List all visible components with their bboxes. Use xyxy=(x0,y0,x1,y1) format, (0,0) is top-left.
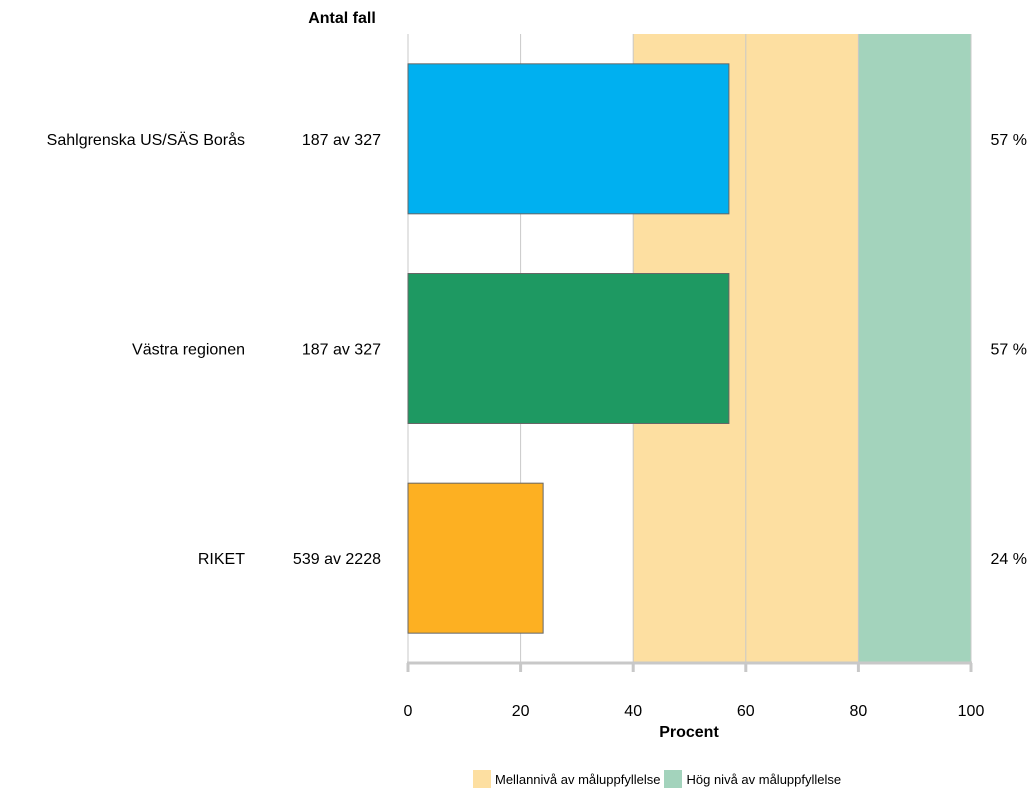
legend-swatch-medium xyxy=(473,770,491,788)
bars xyxy=(407,63,730,634)
category-label-0: Sahlgrenska US/SÄS Borås xyxy=(47,131,245,149)
bar-2 xyxy=(407,482,544,634)
x-tick-label-60: 60 xyxy=(737,703,755,720)
case-count-1: 187 av 327 xyxy=(302,342,381,359)
case-count-2: 539 av 2228 xyxy=(293,551,381,568)
x-tick-label-40: 40 xyxy=(624,703,642,720)
x-axis-title: Procent xyxy=(659,724,719,741)
value-label-0: 57 % xyxy=(991,132,1027,149)
bar-0 xyxy=(407,63,730,215)
legend-swatch-high xyxy=(664,770,683,788)
category-label-2: RIKET xyxy=(198,551,245,568)
x-axis: 0 20 40 60 80 100 xyxy=(404,661,985,720)
legend-label-medium: Mellannivå av måluppfyllelse xyxy=(495,771,661,787)
legend-label-high: Hög nivå av måluppfyllelse xyxy=(686,771,842,787)
labels: Sahlgrenska US/SÄS Borås 187 av 327 57 % Vä… xyxy=(47,131,1027,568)
case-count-0: 187 av 327 xyxy=(302,132,381,149)
bar-1 xyxy=(407,273,730,424)
x-tick-label-100: 100 xyxy=(958,703,985,720)
value-label-2: 24 % xyxy=(991,551,1027,568)
legend-item-medium: Mellannivå av måluppfyllelse xyxy=(473,770,660,788)
category-label-1: Västra regionen xyxy=(132,342,245,359)
target-band-1 xyxy=(858,34,971,663)
value-label-1: 57 % xyxy=(991,342,1027,359)
count-header: Antal fall xyxy=(308,10,376,27)
x-tick-label-0: 0 xyxy=(404,703,413,720)
legend-item-high: Hög nivå av måluppfyllelse xyxy=(664,770,841,788)
legend: Mellannivå av måluppfyllelse Hög nivå av… xyxy=(473,770,845,788)
x-tick-label-80: 80 xyxy=(850,703,868,720)
x-tick-label-20: 20 xyxy=(512,703,530,720)
